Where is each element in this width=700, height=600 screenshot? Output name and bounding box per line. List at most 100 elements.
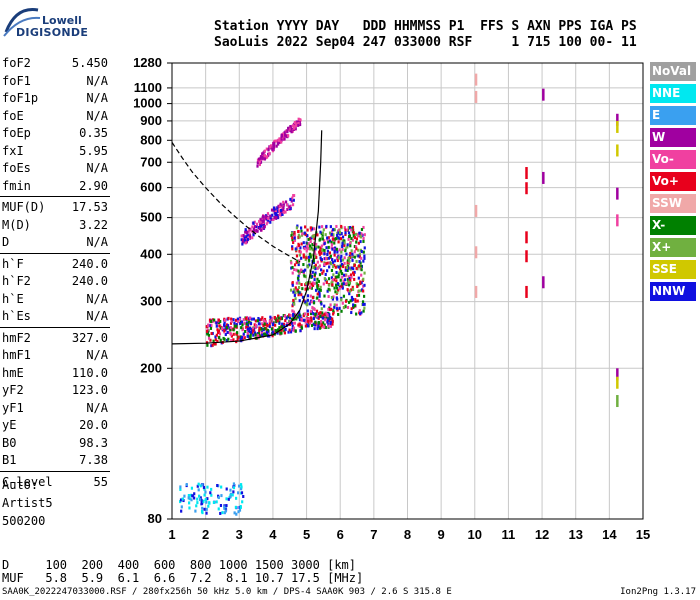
echo-point: [313, 327, 316, 331]
echo-point: [244, 241, 247, 245]
echo-point: [271, 334, 274, 338]
echo-point: [312, 312, 315, 316]
echo-point: [269, 315, 272, 319]
echo-point: [258, 163, 261, 167]
echo-point: [248, 236, 251, 240]
echo-point: [343, 256, 346, 260]
x-tick-label: 7: [370, 527, 377, 542]
echo-point: [233, 321, 236, 325]
echo-point: [206, 328, 209, 332]
echo-point: [310, 282, 313, 286]
echo-point: [304, 258, 307, 262]
echo-point: [246, 233, 249, 237]
legend-item-x-: X-: [650, 216, 696, 235]
echo-point: [349, 299, 352, 303]
echo-point: [326, 252, 329, 256]
echo-point: [305, 256, 308, 260]
param-value: 110.0: [71, 365, 108, 380]
echo-point: [230, 319, 233, 323]
echo-point: [249, 322, 253, 326]
param-separator: [0, 326, 110, 328]
echo-point: [223, 337, 226, 341]
echo-point: [320, 307, 323, 311]
y-tick-label: 500: [140, 210, 162, 225]
echo-point: [362, 294, 366, 298]
echo-point: [332, 273, 335, 277]
echo-point: [339, 256, 342, 260]
echo-point: [214, 338, 217, 342]
echo-point: [229, 328, 232, 332]
echo-point: [302, 255, 305, 259]
echo-point: [337, 231, 340, 235]
echo-point: [314, 247, 317, 251]
echo-point: [225, 487, 228, 491]
param-label: B1: [2, 453, 17, 467]
echo-point: [237, 335, 240, 339]
echo-point: [232, 318, 235, 322]
echo-point: [203, 493, 206, 497]
echo-mark: [474, 204, 478, 217]
echo-point: [300, 325, 303, 329]
echo-point: [259, 228, 263, 232]
echo-point: [287, 330, 290, 334]
echo-point: [256, 229, 259, 233]
echo-point: [349, 279, 352, 283]
echo-point: [353, 236, 357, 240]
echo-point: [298, 118, 302, 122]
echo-point: [313, 241, 316, 245]
echo-point: [326, 320, 329, 324]
echo-point: [354, 298, 357, 302]
echo-point: [190, 493, 193, 497]
echo-point: [363, 256, 366, 260]
echo-point: [330, 281, 333, 285]
echo-point: [303, 312, 307, 316]
echo-point: [207, 333, 211, 337]
echo-point: [317, 290, 321, 294]
echo-point: [246, 331, 249, 335]
echo-point: [261, 156, 264, 160]
echo-point: [363, 254, 366, 258]
param-separator: [0, 252, 110, 254]
echo-point: [313, 315, 316, 319]
echo-point: [362, 284, 365, 288]
echo-point: [246, 323, 250, 327]
echo-point: [347, 275, 350, 279]
echo-point: [298, 310, 301, 314]
echo-point: [307, 255, 311, 259]
echo-point: [242, 332, 245, 336]
echo-point: [278, 326, 281, 330]
echo-point: [309, 226, 313, 230]
muf-row: MUF 5.8 5.9 6.1 6.6 7.2 8.1 10.7 17.5 [M…: [2, 571, 364, 585]
echo-point: [264, 332, 268, 336]
echo-point: [283, 331, 287, 335]
echo-point: [292, 298, 295, 302]
echo-point: [255, 222, 259, 226]
echo-point: [339, 267, 342, 271]
echo-point: [179, 485, 182, 489]
echo-point: [360, 232, 363, 236]
echo-point: [249, 333, 252, 337]
echo-point: [283, 329, 286, 333]
echo-point: [304, 320, 307, 324]
echo-point: [307, 246, 310, 250]
echo-point: [291, 265, 294, 269]
echo-point: [243, 239, 246, 243]
echo-point: [194, 509, 197, 513]
echo-point: [245, 322, 248, 326]
echo-point: [344, 247, 347, 251]
echo-point: [332, 235, 335, 239]
echo-point: [313, 282, 316, 286]
echo-point: [309, 274, 312, 278]
echo-point: [244, 230, 247, 234]
echo-point: [346, 268, 349, 272]
echo-point: [223, 511, 226, 515]
echo-point: [332, 310, 335, 314]
echo-point: [201, 483, 204, 487]
echo-point: [330, 240, 333, 244]
echo-point: [318, 326, 322, 330]
echo-point: [320, 244, 323, 248]
legend-item-vo-: Vo-: [650, 150, 696, 169]
echo-point: [348, 277, 351, 281]
echo-point: [356, 299, 359, 303]
echo-point: [193, 492, 196, 496]
